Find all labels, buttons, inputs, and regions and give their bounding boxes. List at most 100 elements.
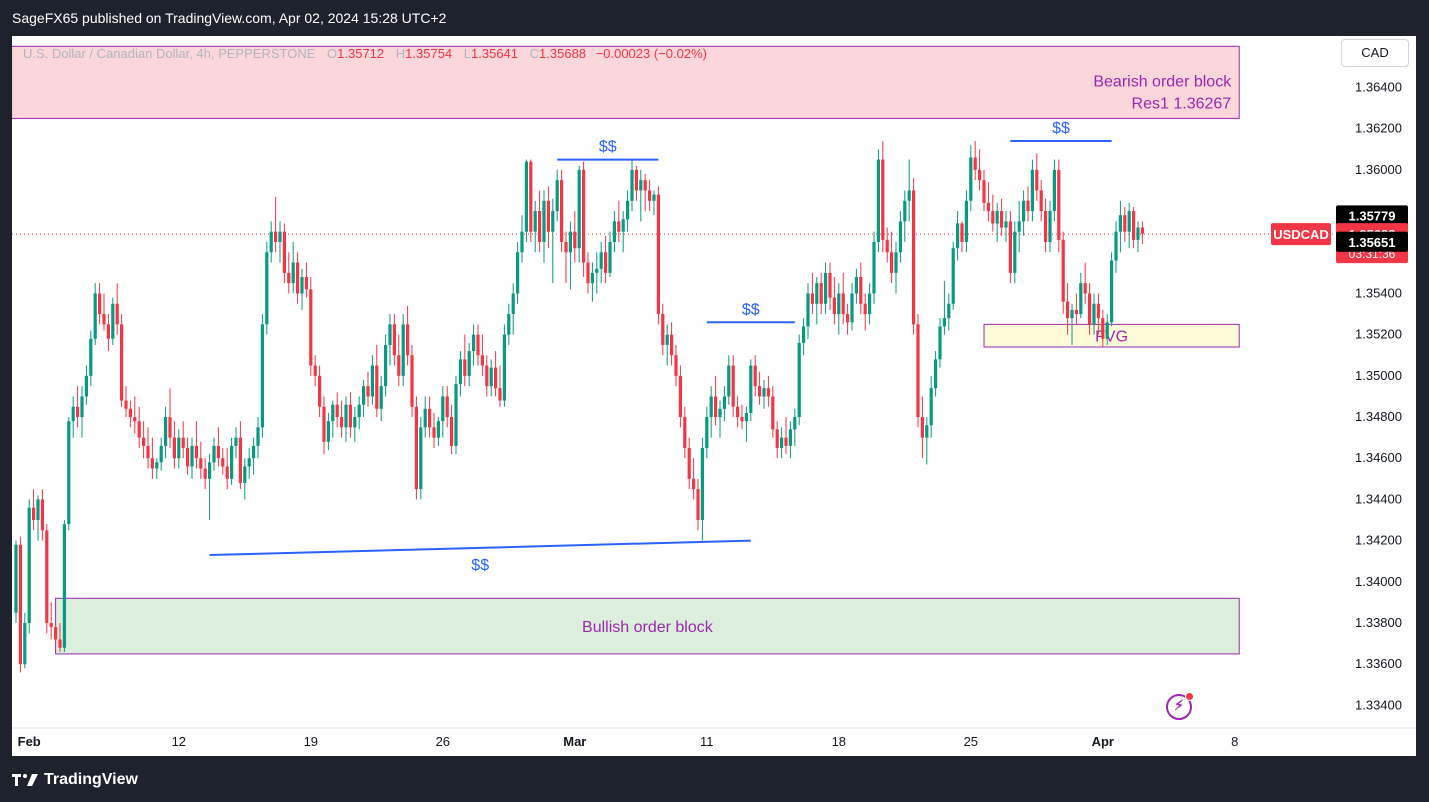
candle-body: [370, 365, 374, 397]
candle-body: [802, 326, 806, 343]
time-tick-label: 12: [172, 734, 186, 749]
candle-body: [322, 406, 326, 442]
price-tick-label: 1.34600: [1355, 450, 1402, 465]
candle-body: [1066, 301, 1070, 319]
candle-body: [986, 202, 990, 212]
candle-body: [656, 194, 660, 315]
candle-body: [551, 211, 555, 232]
bearish-zone: [12, 45, 1240, 119]
liquidity-line: [209, 539, 751, 557]
candle-body: [1110, 260, 1114, 323]
candle-body: [969, 157, 973, 201]
candle-body: [313, 365, 317, 376]
candle-body: [423, 408, 427, 428]
candle-body: [155, 462, 159, 469]
time-tick-label: Mar: [563, 734, 586, 749]
alert-bolt-icon[interactable]: ⚡︎: [1166, 692, 1194, 720]
candle-body: [1061, 239, 1065, 302]
liquidity-label: $$: [471, 557, 489, 574]
candle-body: [1096, 303, 1100, 319]
candle-body: [318, 375, 322, 407]
candle-body: [194, 445, 198, 459]
price-tick-label: 1.34000: [1355, 574, 1402, 589]
candle-body: [841, 293, 845, 315]
candle-body: [458, 359, 462, 385]
candle-body: [665, 334, 669, 345]
candle-body: [608, 241, 612, 273]
candle-body: [1101, 318, 1105, 339]
candle-body: [436, 421, 440, 438]
candle-body: [758, 386, 762, 397]
candle-body: [568, 231, 572, 253]
candle-body: [749, 365, 753, 413]
candle-body: [269, 231, 273, 253]
candle-body: [881, 159, 885, 240]
candle-body: [80, 396, 84, 418]
candle-body: [480, 355, 484, 366]
close-label: C: [529, 46, 540, 61]
candle-body: [929, 388, 933, 426]
candle-body: [1057, 169, 1061, 240]
candle-body: [340, 417, 344, 428]
candle-body: [168, 417, 172, 438]
candle-body: [300, 276, 304, 294]
ohlc-legend: U.S. Dollar / Canadian Dollar, 4h, PEPPE…: [23, 46, 707, 61]
candle-body: [1039, 190, 1043, 212]
candle-body: [595, 268, 599, 273]
candle-body: [260, 324, 264, 428]
candle-body: [111, 303, 115, 339]
candle-body: [604, 252, 608, 273]
candle-body: [705, 417, 709, 448]
candle-body: [582, 169, 586, 263]
candle-body: [265, 252, 269, 325]
candle-body: [106, 324, 110, 339]
candle-body: [278, 231, 282, 242]
currency-button[interactable]: CAD: [1341, 39, 1409, 67]
candle-body: [876, 159, 880, 242]
candle-body: [621, 219, 625, 232]
candle-body: [797, 342, 801, 418]
candle-body: [1088, 293, 1092, 325]
candle-body: [467, 351, 471, 376]
candle-body: [256, 427, 260, 446]
candle-body: [225, 466, 229, 479]
candle-body: [230, 445, 234, 479]
candle-body: [863, 303, 867, 315]
candle-body: [124, 400, 128, 409]
candle-body: [1035, 169, 1039, 191]
candle-body: [384, 344, 388, 387]
candle-body: [1048, 211, 1052, 242]
publisher-header: SageFX65 published on TradingView.com, A…: [12, 10, 447, 26]
candle-body: [925, 425, 929, 438]
candle-body: [216, 445, 220, 459]
candle-body: [375, 365, 379, 409]
candle-body: [428, 408, 432, 428]
candle-body: [577, 169, 581, 249]
chart-canvas[interactable]: Bearish order block Res1 1.36267 Bullish o…: [12, 36, 1416, 756]
candle-body: [335, 404, 339, 418]
candle-body: [555, 180, 559, 212]
price-tick-label: 1.36400: [1355, 79, 1402, 94]
high-value: 1.35754: [405, 46, 453, 61]
candle-body: [573, 231, 577, 249]
candle-body: [296, 262, 300, 294]
candle-body: [494, 367, 498, 389]
candle-body: [973, 157, 977, 170]
candle-body: [529, 161, 533, 232]
candle-body: [947, 303, 951, 319]
candle-body: [1044, 211, 1048, 242]
candle-body: [472, 334, 476, 352]
candle-body: [942, 318, 946, 327]
candle-body: [1017, 221, 1021, 232]
candle-body: [274, 231, 278, 242]
low-label: L: [463, 46, 472, 61]
candle-body: [718, 408, 722, 418]
candle-body: [1030, 169, 1034, 212]
candle-body: [1118, 215, 1122, 232]
chart-frame[interactable]: Bearish order block Res1 1.36267 Bullish o…: [12, 36, 1416, 756]
candle-body: [542, 200, 546, 242]
candle-body: [1123, 215, 1127, 232]
candle-body: [410, 355, 414, 407]
candle-body: [62, 524, 66, 648]
candle-body: [146, 445, 150, 459]
